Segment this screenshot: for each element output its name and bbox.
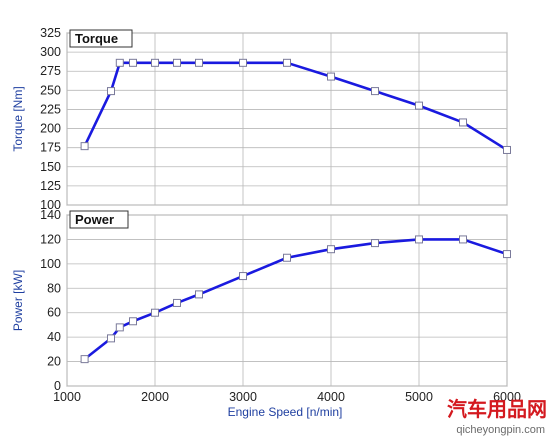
torque-y-tick-label: 250: [40, 83, 61, 97]
x-axis-title: Engine Speed [n/min]: [228, 405, 343, 419]
torque-y-tick-label: 150: [40, 160, 61, 174]
torque-data-point: [239, 58, 247, 67]
torque-y-tick-label: 325: [40, 26, 61, 40]
x-tick-label: 2000: [141, 390, 169, 404]
torque-y-tick-label: 200: [40, 122, 61, 136]
x-tick-label: 3000: [229, 390, 257, 404]
torque-data-point: [459, 118, 467, 127]
power-y-tick-label: 20: [47, 355, 61, 369]
torque-data-point: [80, 142, 89, 151]
torque-panel-title: Torque: [75, 31, 118, 46]
torque-data-point: [107, 87, 115, 96]
power-y-tick-label: 80: [47, 281, 61, 295]
power-data-point: [283, 253, 291, 262]
torque-panel: 100 125 150 175 200 225 250 275 300 325 Torque [Nm…: [11, 26, 511, 212]
torque-y-tick-label: 300: [40, 45, 61, 59]
torque-data-point: [195, 58, 203, 67]
x-tick-label: 5000: [405, 390, 433, 404]
x-tick-label: 1000: [53, 390, 81, 404]
x-tick-label: 4000: [317, 390, 345, 404]
power-data-point: [327, 245, 335, 254]
watermark-logo-text: 汽车用品网: [447, 397, 547, 421]
power-data-point: [459, 235, 467, 244]
power-title-box: [69, 210, 129, 229]
power-data-point: [371, 239, 379, 248]
torque-data-point: [115, 58, 124, 67]
power-data-point: [173, 298, 181, 307]
power-data-point: [239, 272, 247, 281]
power-y-tick-label: 40: [47, 330, 61, 344]
torque-data-point: [327, 72, 335, 81]
power-data-point: [80, 355, 89, 364]
torque-y-tick-label: 175: [40, 141, 61, 155]
torque-title-box: [69, 29, 133, 48]
power-data-point: [151, 308, 159, 317]
torque-y-tick-label: 275: [40, 64, 61, 78]
torque-y-tick-label: 225: [40, 102, 61, 116]
torque-data-point: [129, 58, 137, 67]
torque-y-axis-title: Torque [Nm]: [11, 86, 25, 151]
power-y-tick-label: 100: [40, 257, 61, 271]
torque-y-tick-label: 100: [40, 198, 61, 212]
power-data-point: [415, 235, 423, 244]
power-y-tick-label: 120: [40, 232, 61, 246]
power-data-point: [195, 290, 203, 299]
torque-data-point: [415, 101, 423, 110]
torque-data-point: [283, 58, 291, 67]
power-y-tick-label: 60: [47, 306, 61, 320]
power-data-point: [503, 250, 511, 259]
torque-data-point: [371, 87, 379, 96]
x-tick-label: 6000: [493, 390, 521, 404]
power-panel-title: Power: [75, 212, 114, 227]
power-y-tick-label: 0: [54, 379, 61, 393]
torque-data-point: [503, 145, 511, 154]
power-y-axis-title: Power [kW]: [11, 270, 25, 331]
torque-y-tick-label: 125: [40, 179, 61, 193]
power-data-point: [115, 323, 124, 332]
power-plot-area: [66, 214, 508, 387]
watermark-url: qicheyongpin.com: [456, 424, 545, 436]
torque-data-point: [173, 58, 181, 67]
power-data-point: [129, 317, 137, 326]
power-y-tick-label: 140: [40, 208, 61, 222]
torque-plot-area: [66, 32, 508, 206]
torque-data-point: [151, 58, 159, 67]
power-data-point: [107, 334, 115, 343]
power-panel: 0 20 40 60 80 100 120 140 1000 2000 3000 4000 5000 60…: [11, 208, 521, 404]
